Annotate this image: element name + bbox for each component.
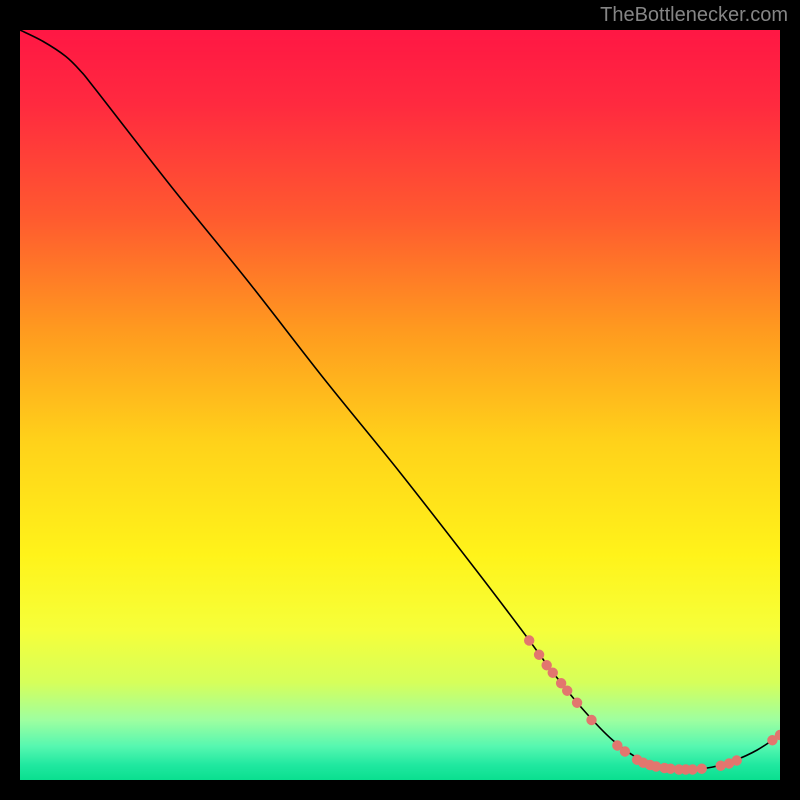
- data-marker: [534, 650, 544, 660]
- data-marker: [572, 698, 582, 708]
- data-marker: [586, 715, 596, 725]
- plot-svg: [20, 30, 780, 780]
- data-marker: [548, 668, 558, 678]
- chart-frame: TheBottlenecker.com: [0, 0, 800, 800]
- data-marker: [620, 746, 630, 756]
- data-marker: [687, 764, 697, 774]
- data-marker: [562, 686, 572, 696]
- attribution-text: TheBottlenecker.com: [600, 4, 788, 27]
- data-marker: [697, 764, 707, 774]
- gradient-background: [20, 30, 780, 780]
- plot-area: [20, 30, 780, 780]
- data-marker: [731, 755, 741, 765]
- data-marker: [524, 635, 534, 645]
